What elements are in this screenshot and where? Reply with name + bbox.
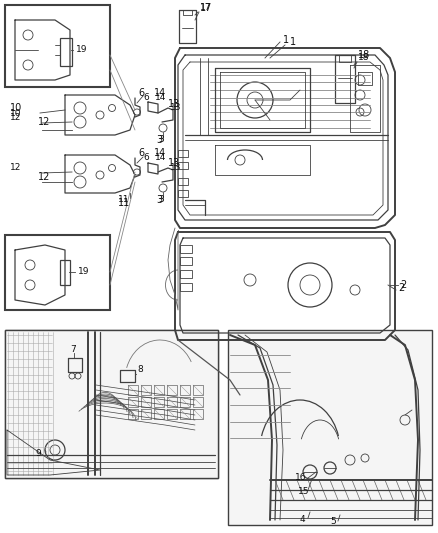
- Text: 10: 10: [10, 103, 22, 113]
- Bar: [180, 257, 192, 265]
- Text: 3: 3: [158, 196, 164, 205]
- Text: 9: 9: [35, 448, 41, 457]
- Text: 15: 15: [298, 488, 310, 497]
- Bar: [5, 235, 110, 310]
- Bar: [60, 260, 70, 285]
- Text: 3: 3: [158, 135, 164, 144]
- Bar: [180, 270, 192, 278]
- Text: 3: 3: [156, 195, 162, 205]
- Bar: [178, 190, 188, 197]
- Text: 17: 17: [200, 3, 212, 13]
- Text: 13: 13: [170, 103, 181, 112]
- Text: 10: 10: [10, 109, 21, 117]
- Bar: [5, 5, 110, 87]
- Text: 6: 6: [143, 154, 149, 163]
- Text: 2: 2: [398, 283, 404, 293]
- Bar: [228, 330, 432, 525]
- Text: 8: 8: [137, 366, 143, 375]
- Text: 14: 14: [155, 152, 166, 161]
- Text: 19: 19: [76, 45, 88, 54]
- Text: 14: 14: [154, 148, 166, 158]
- Text: 14: 14: [154, 88, 166, 98]
- Bar: [5, 330, 218, 478]
- Text: 11: 11: [118, 196, 130, 205]
- Text: 12: 12: [10, 164, 21, 173]
- Text: 5: 5: [330, 518, 336, 527]
- Text: 7: 7: [70, 345, 76, 354]
- Text: 18: 18: [358, 53, 370, 62]
- Bar: [178, 162, 188, 169]
- Text: 17: 17: [200, 4, 212, 12]
- Bar: [228, 330, 432, 525]
- Text: 12: 12: [38, 117, 50, 127]
- Text: 12: 12: [38, 172, 50, 182]
- Text: 1: 1: [283, 35, 289, 45]
- Bar: [180, 245, 192, 253]
- Text: 12: 12: [10, 114, 21, 123]
- Text: 16: 16: [295, 473, 307, 482]
- Text: 6: 6: [138, 88, 144, 98]
- Text: 13: 13: [168, 158, 180, 168]
- Text: 13: 13: [170, 163, 181, 172]
- Text: 11: 11: [118, 198, 130, 208]
- Bar: [178, 178, 188, 185]
- Text: 13: 13: [168, 99, 180, 109]
- Text: 2: 2: [400, 280, 406, 290]
- Bar: [5, 330, 218, 478]
- Bar: [60, 38, 72, 66]
- Text: 19: 19: [78, 268, 89, 277]
- Text: 4: 4: [300, 514, 306, 523]
- Bar: [178, 150, 188, 157]
- Text: 6: 6: [138, 148, 144, 158]
- Text: 14: 14: [155, 93, 166, 101]
- Text: 3: 3: [156, 135, 162, 145]
- Bar: [5, 330, 218, 478]
- Bar: [180, 283, 192, 291]
- Text: 6: 6: [143, 93, 149, 101]
- Text: 18: 18: [358, 50, 370, 60]
- Text: 1: 1: [290, 37, 296, 47]
